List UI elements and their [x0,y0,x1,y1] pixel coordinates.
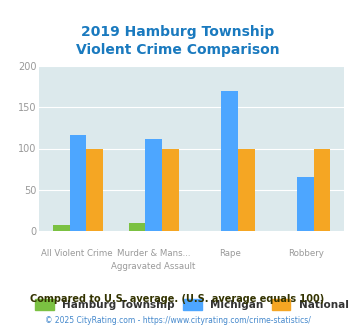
Text: Aggravated Assault: Aggravated Assault [111,262,196,271]
Bar [221,91,238,231]
Legend: Hamburg Township, Michigan, National: Hamburg Township, Michigan, National [35,299,349,310]
Bar [146,139,162,231]
Text: Murder & Mans...: Murder & Mans... [117,249,190,258]
Text: All Violent Crime: All Violent Crime [42,249,113,258]
Text: Compared to U.S. average. (U.S. average equals 100): Compared to U.S. average. (U.S. average … [31,294,324,304]
Text: 2019 Hamburg Township
Violent Crime Comparison: 2019 Hamburg Township Violent Crime Comp… [76,25,279,57]
Text: Robbery: Robbery [288,249,324,258]
Bar [86,148,103,231]
Bar [129,223,146,231]
Text: © 2025 CityRating.com - https://www.cityrating.com/crime-statistics/: © 2025 CityRating.com - https://www.city… [45,316,310,325]
Bar [162,148,179,231]
Bar [238,148,255,231]
Bar [314,148,331,231]
Bar [70,135,86,231]
Text: Rape: Rape [219,249,241,258]
Bar [53,225,70,231]
Bar [297,178,314,231]
